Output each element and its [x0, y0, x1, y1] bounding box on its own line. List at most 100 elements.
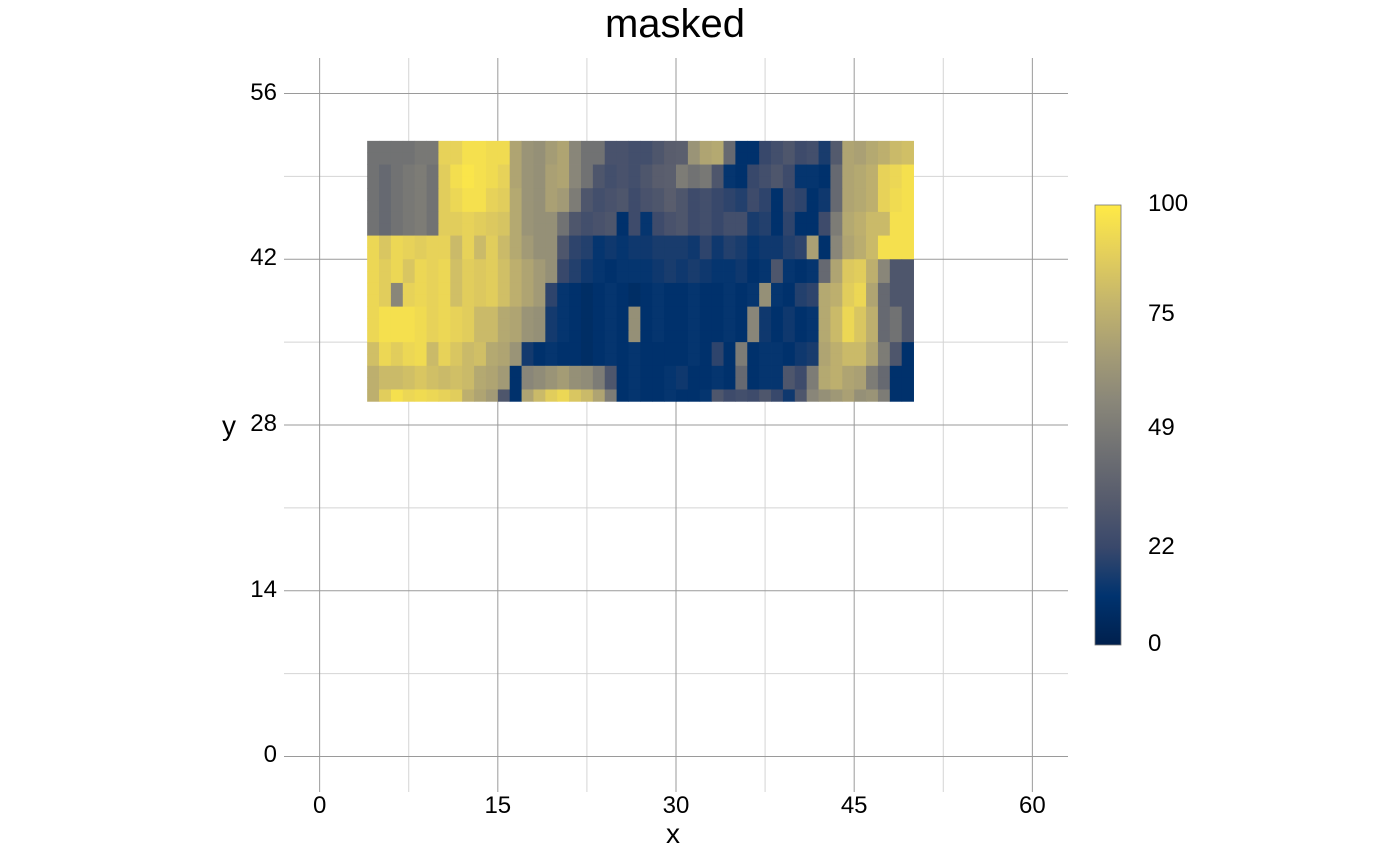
- raster-cell: [616, 164, 629, 177]
- raster-cell: [592, 247, 606, 260]
- raster-cell: [866, 259, 879, 272]
- raster-cell: [664, 318, 677, 331]
- raster-cell: [794, 223, 808, 236]
- raster-cell: [854, 365, 867, 379]
- raster-cell: [901, 176, 914, 189]
- raster-cell: [379, 306, 392, 319]
- raster-cell: [379, 223, 392, 236]
- raster-cell: [830, 259, 843, 272]
- raster-cell: [450, 152, 463, 165]
- raster-cell: [616, 200, 629, 213]
- raster-cell: [414, 259, 427, 272]
- raster-cell: [664, 259, 677, 272]
- raster-cell: [711, 223, 724, 236]
- raster-cell: [782, 282, 796, 296]
- raster-cell: [901, 152, 914, 165]
- raster-cell: [402, 223, 416, 236]
- raster-cell: [652, 259, 665, 272]
- raster-cell: [438, 294, 451, 308]
- raster-cell: [628, 140, 641, 154]
- raster-cell: [889, 353, 903, 367]
- raster-cell: [830, 306, 843, 319]
- raster-cell: [687, 306, 701, 319]
- raster-cell: [771, 140, 784, 154]
- raster-cell: [485, 353, 499, 367]
- raster-cell: [901, 235, 914, 248]
- x-tick-label: 0: [312, 792, 327, 819]
- raster-cell: [485, 164, 499, 177]
- raster-cell: [877, 353, 891, 367]
- raster-cell: [509, 353, 522, 367]
- raster-cell: [782, 235, 796, 248]
- raster-cell: [414, 176, 427, 189]
- raster-cell: [782, 271, 796, 284]
- raster-cell: [592, 200, 606, 213]
- raster-cell: [866, 389, 879, 402]
- raster-cell: [533, 365, 546, 379]
- raster-cell: [818, 271, 831, 284]
- raster-cell: [735, 318, 748, 331]
- raster-cell: [367, 140, 380, 154]
- raster-cell: [652, 188, 665, 201]
- raster-cell: [711, 294, 724, 308]
- raster-cell: [462, 152, 475, 165]
- raster-cell: [664, 211, 677, 225]
- raster-cell: [402, 330, 416, 343]
- raster-cell: [794, 377, 808, 390]
- raster-cell: [699, 152, 713, 165]
- raster-cell: [390, 389, 404, 402]
- raster-cell: [640, 365, 653, 379]
- raster-cell: [616, 223, 629, 236]
- raster-cell: [818, 176, 831, 189]
- raster-cell: [616, 306, 629, 319]
- raster-cell: [616, 211, 629, 225]
- raster-cell: [557, 377, 570, 390]
- raster-cell: [569, 282, 582, 296]
- raster-cell: [379, 389, 392, 402]
- raster-cell: [592, 294, 606, 308]
- raster-cell: [426, 353, 439, 367]
- raster-cell: [545, 294, 558, 308]
- raster-cell: [652, 342, 665, 355]
- x-tick-label: 30: [662, 792, 690, 819]
- raster-cell: [545, 389, 558, 402]
- raster-cell: [545, 365, 558, 379]
- raster-cell: [604, 152, 618, 165]
- raster-cell: [652, 223, 665, 236]
- raster-cell: [521, 176, 534, 189]
- raster-cell: [521, 164, 534, 177]
- raster-cell: [676, 247, 689, 260]
- raster-cell: [854, 294, 867, 308]
- raster-cell: [592, 353, 606, 367]
- raster-cell: [580, 140, 594, 154]
- raster-cell: [854, 200, 867, 213]
- raster-cell: [628, 176, 641, 189]
- raster-cell: [604, 306, 618, 319]
- raster-cell: [497, 200, 511, 213]
- raster-cell: [747, 211, 760, 225]
- raster-cell: [438, 271, 451, 284]
- raster-cell: [557, 318, 570, 331]
- raster-cell: [711, 365, 724, 379]
- raster-cell: [664, 271, 677, 284]
- raster-cell: [664, 247, 677, 260]
- raster-cell: [901, 140, 914, 154]
- raster-cells: [367, 140, 914, 402]
- raster-cell: [747, 389, 760, 402]
- raster-cell: [854, 223, 867, 236]
- raster-cell: [580, 176, 594, 189]
- raster-cell: [580, 188, 594, 201]
- raster-cell: [569, 152, 582, 165]
- raster-cell: [450, 200, 463, 213]
- raster-cell: [474, 188, 487, 201]
- raster-cell: [711, 330, 724, 343]
- raster-cell: [604, 377, 618, 390]
- colorbar: [1094, 204, 1122, 646]
- raster-cell: [485, 365, 499, 379]
- raster-cell: [557, 211, 570, 225]
- raster-cell: [782, 188, 796, 201]
- raster-cell: [640, 247, 653, 260]
- raster-cell: [580, 259, 594, 272]
- raster-cell: [866, 223, 879, 236]
- raster-cell: [521, 271, 534, 284]
